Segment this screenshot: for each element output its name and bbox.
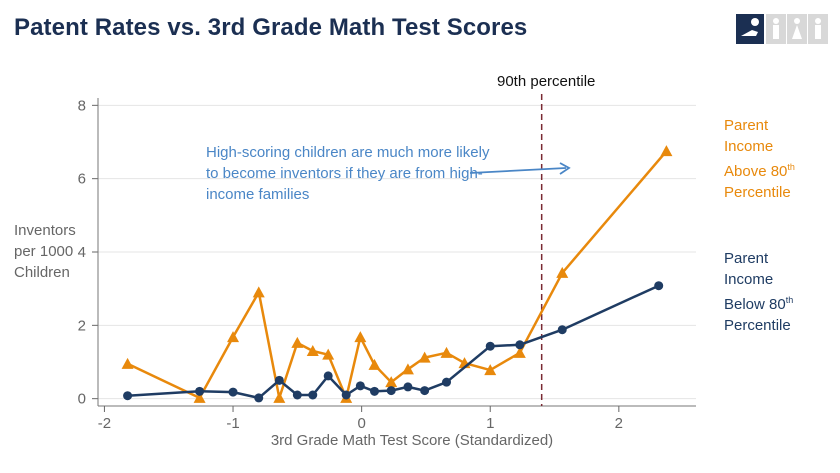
legend-line: Below 80th	[724, 290, 793, 315]
x-axis-label: 3rd Grade Math Test Score (Standardized)	[271, 432, 553, 449]
data-point-low	[254, 393, 263, 402]
y-axis-label: Inventors per 1000 Children	[14, 220, 76, 283]
data-point-low	[123, 391, 132, 400]
data-point-low	[403, 382, 412, 391]
x-tick-label: 1	[486, 415, 494, 432]
data-point-low	[195, 387, 204, 396]
data-point-low	[370, 387, 379, 396]
data-point-high	[660, 145, 672, 156]
y-tick-label: 2	[78, 317, 86, 334]
y-tick-label: 8	[78, 97, 86, 114]
data-point-high	[307, 345, 319, 356]
data-point-high	[273, 392, 285, 403]
y-axis-label-line: Inventors	[14, 220, 76, 241]
data-point-high	[368, 359, 380, 370]
data-point-high	[227, 331, 239, 342]
legend-superscript: th	[786, 295, 794, 305]
annotation-text: High-scoring children are much more like…	[206, 142, 506, 205]
data-point-low	[387, 386, 396, 395]
data-point-high	[122, 358, 134, 369]
legend-line: Income	[724, 269, 793, 290]
legend-line: Percentile	[724, 315, 793, 336]
legend-line: Parent	[724, 115, 795, 136]
data-point-high	[291, 337, 303, 348]
legend-low-income: Parent Income Below 80th Percentile	[724, 248, 793, 336]
data-point-low	[229, 388, 238, 397]
y-axis-label-line: per 1000	[14, 241, 76, 262]
data-point-low	[324, 371, 333, 380]
y-tick-label: 6	[78, 171, 86, 188]
data-point-high	[441, 347, 453, 358]
data-point-low	[420, 386, 429, 395]
data-point-low	[308, 391, 317, 400]
data-point-high	[253, 286, 265, 297]
data-point-low	[342, 391, 351, 400]
data-point-low	[654, 281, 663, 290]
x-tick-label: -2	[98, 415, 111, 432]
legend-high-income: Parent Income Above 80th Percentile	[724, 115, 795, 203]
legend-line: Percentile	[724, 182, 795, 203]
data-point-low	[486, 342, 495, 351]
y-axis-label-line: Children	[14, 262, 76, 283]
data-point-high	[354, 331, 366, 342]
x-tick-label: 0	[357, 415, 365, 432]
data-point-low	[442, 378, 451, 387]
percentile-label: 90th percentile	[497, 73, 595, 90]
data-point-low	[356, 381, 365, 390]
legend-line: Parent	[724, 248, 793, 269]
x-tick-label: 2	[615, 415, 623, 432]
data-point-low	[558, 325, 567, 334]
legend-superscript: th	[787, 162, 795, 172]
legend-line: Above 80th	[724, 157, 795, 182]
data-point-low	[515, 340, 524, 349]
y-tick-label: 4	[78, 244, 86, 261]
data-point-low	[293, 391, 302, 400]
legend-text: Below 80	[724, 296, 786, 313]
legend-line: Income	[724, 136, 795, 157]
x-axis-label-row: 3rd Grade Math Test Score (Standardized)	[0, 432, 840, 449]
legend-text: Above 80	[724, 163, 787, 180]
y-tick-label: 0	[78, 391, 86, 408]
x-tick-label: -1	[226, 415, 239, 432]
data-point-low	[275, 376, 284, 385]
